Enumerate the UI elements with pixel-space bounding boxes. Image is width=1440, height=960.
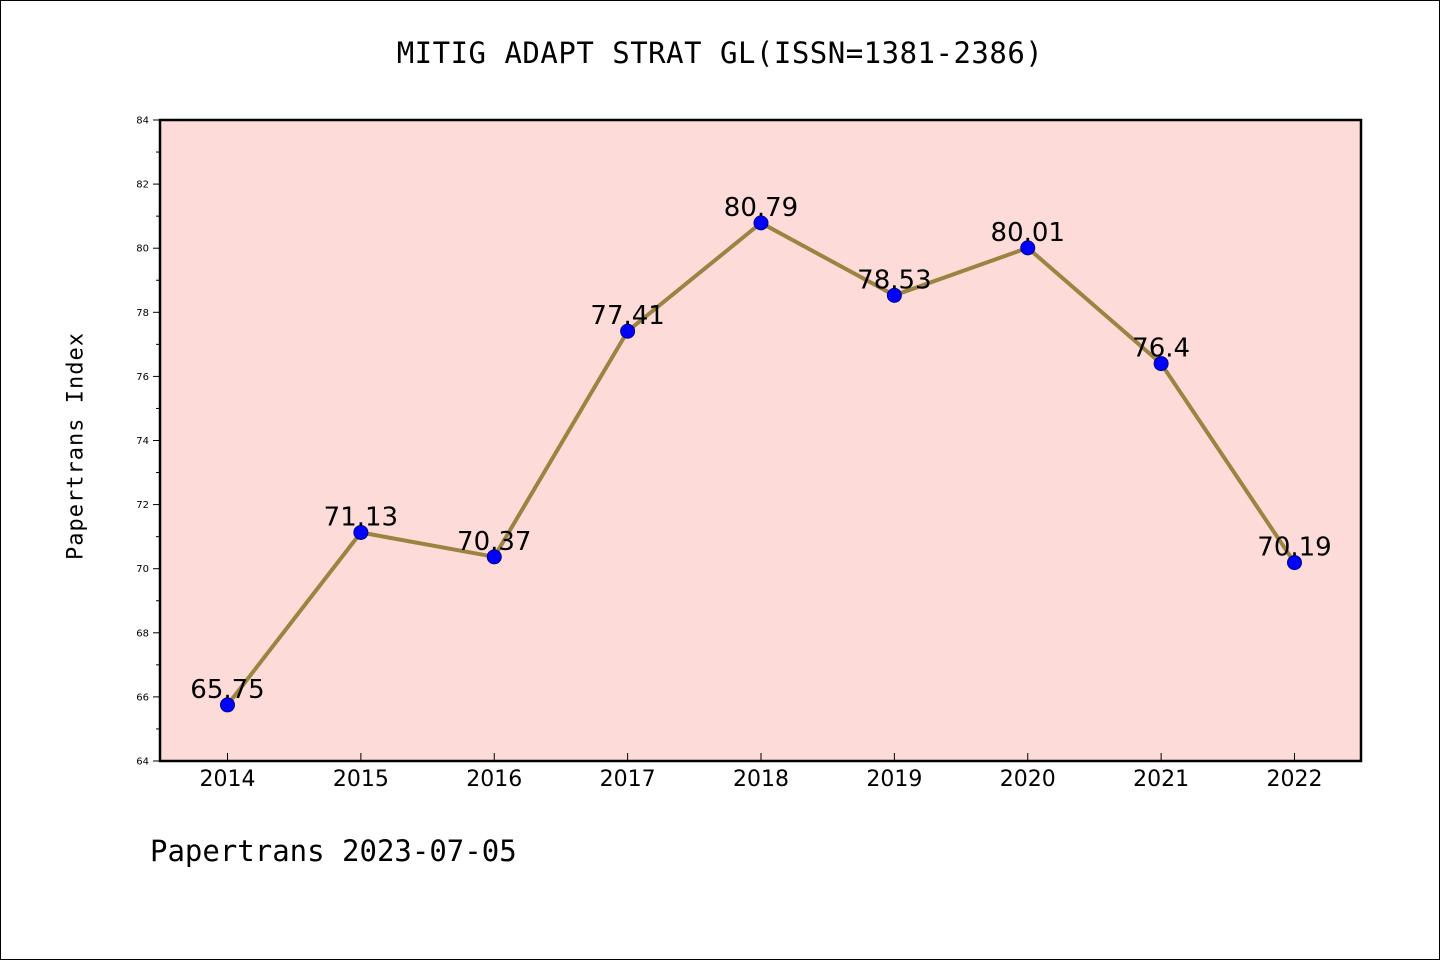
x-tick-label: 2018 xyxy=(733,767,789,792)
y-tick-label: 76 xyxy=(136,372,149,383)
data-label: 80.79 xyxy=(724,193,798,223)
x-tick-label: 2016 xyxy=(466,767,522,792)
y-tick-label: 68 xyxy=(136,628,149,639)
y-tick-label: 64 xyxy=(136,757,149,768)
y-tick-label: 80 xyxy=(136,244,149,255)
data-markers xyxy=(220,215,1302,713)
data-label: 70.19 xyxy=(1257,533,1331,563)
x-tick-label: 2022 xyxy=(1267,767,1323,792)
y-tick-label: 70 xyxy=(136,564,149,575)
data-point xyxy=(220,697,235,713)
data-label: 71.13 xyxy=(324,502,398,532)
data-point xyxy=(886,287,902,303)
x-tick-label: 2015 xyxy=(333,767,389,792)
y-axis: 64 66 68 70 72 74 76 78 80 82 84 xyxy=(136,116,160,768)
data-label: 70.37 xyxy=(457,527,531,557)
x-tick-label: 2020 xyxy=(1000,767,1056,792)
data-label: 80.01 xyxy=(991,218,1065,248)
data-label: 65.75 xyxy=(190,675,264,705)
data-point xyxy=(353,524,369,540)
y-tick-label: 78 xyxy=(136,308,149,319)
data-point xyxy=(753,215,769,231)
data-point xyxy=(486,549,502,565)
chart-title: MITIG ADAPT STRAT GL(ISSN=1381-2386) xyxy=(396,36,1044,70)
data-labels: 65.75 71.13 70.37 77.41 80.79 78.53 80.01 76.4 7… xyxy=(190,193,1331,705)
y-tick-label: 82 xyxy=(136,180,149,191)
y-tick-label: 66 xyxy=(136,692,149,703)
x-tick-label: 2021 xyxy=(1133,767,1189,792)
data-label: 77.41 xyxy=(590,301,664,331)
x-tick-label: 2019 xyxy=(866,767,922,792)
footer-caption: Papertrans 2023-07-05 xyxy=(150,834,517,868)
data-label: 76.4 xyxy=(1132,334,1190,364)
x-tick-label: 2017 xyxy=(600,767,656,792)
y-tick-label: 74 xyxy=(136,436,149,447)
data-point xyxy=(1153,356,1169,372)
data-point xyxy=(1287,555,1302,571)
x-axis: 2014 2015 2016 2017 2018 2019 2020 2021 2022 xyxy=(200,753,1323,792)
data-point xyxy=(1020,240,1036,256)
plot-border xyxy=(158,118,1363,763)
data-label: 78.53 xyxy=(857,265,931,295)
y-tick-label: 72 xyxy=(136,500,149,511)
data-point xyxy=(620,323,636,339)
y-tick-label: 84 xyxy=(136,116,149,127)
x-tick-label: 2014 xyxy=(200,767,256,792)
